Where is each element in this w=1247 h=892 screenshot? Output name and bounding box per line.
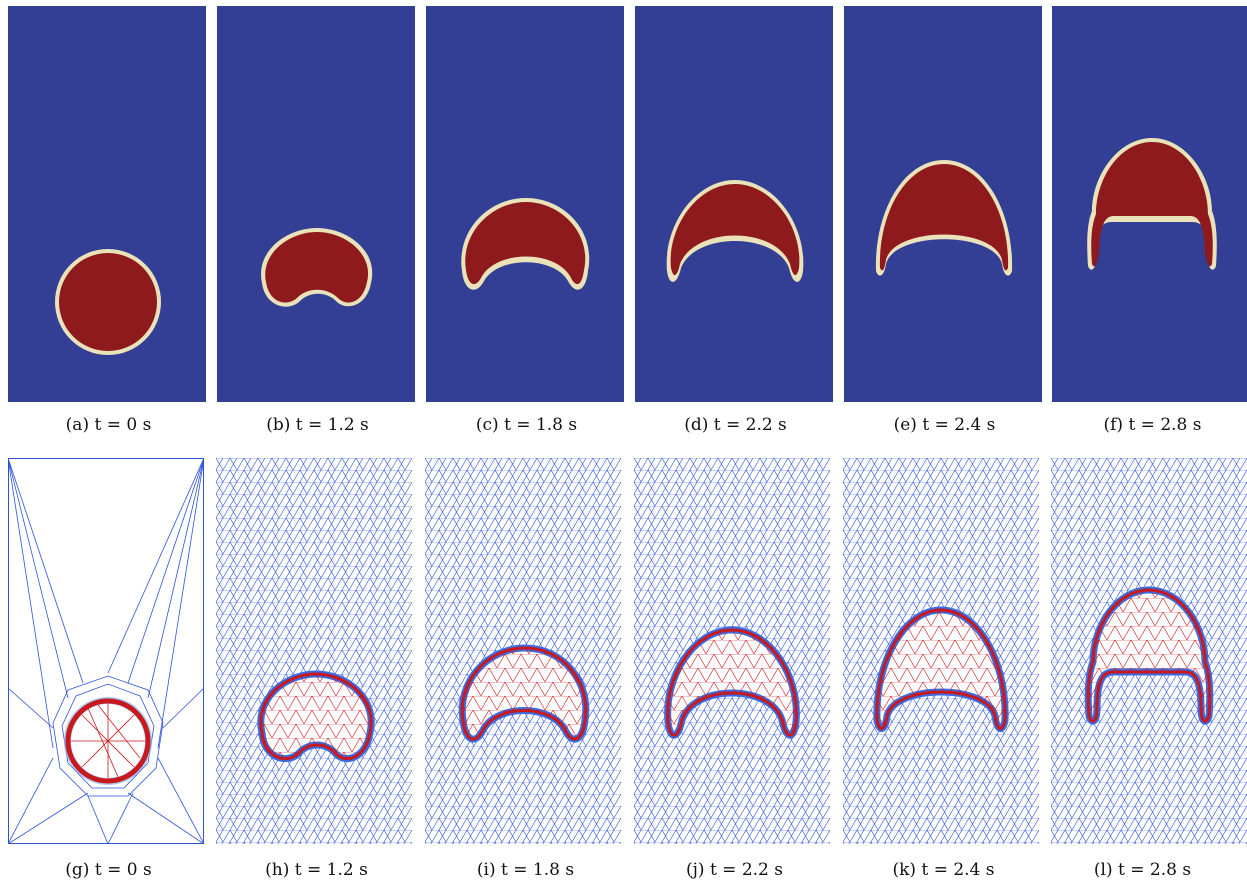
caption-g: (g) t = 0 s [65, 860, 152, 880]
caption-e: (e) t = 2.4 s [893, 415, 996, 435]
caption-c: (c) t = 1.8 s [475, 415, 578, 435]
panel-g [8, 458, 204, 844]
panel-k [843, 458, 1039, 844]
caption-d: (d) t = 2.2 s [684, 415, 787, 435]
panel-j [634, 458, 830, 844]
caption-f: (f) t = 2.8 s [1103, 415, 1202, 435]
panel-l [1051, 458, 1247, 844]
panel-i [425, 458, 621, 844]
panel-d [635, 6, 833, 402]
panel-h [216, 458, 412, 844]
panel-e [844, 6, 1042, 402]
panel-b [217, 6, 415, 402]
caption-j: (j) t = 2.2 s [686, 860, 783, 880]
panel-a [8, 6, 206, 402]
caption-a: (a) t = 0 s [65, 415, 152, 435]
caption-h: (h) t = 1.2 s [265, 860, 368, 880]
caption-b: (b) t = 1.2 s [266, 415, 369, 435]
panel-f [1052, 6, 1247, 402]
caption-l: (l) t = 2.8 s [1093, 860, 1192, 880]
caption-i: (i) t = 1.8 s [476, 860, 575, 880]
panel-c [426, 6, 624, 402]
caption-k: (k) t = 2.4 s [892, 860, 995, 880]
